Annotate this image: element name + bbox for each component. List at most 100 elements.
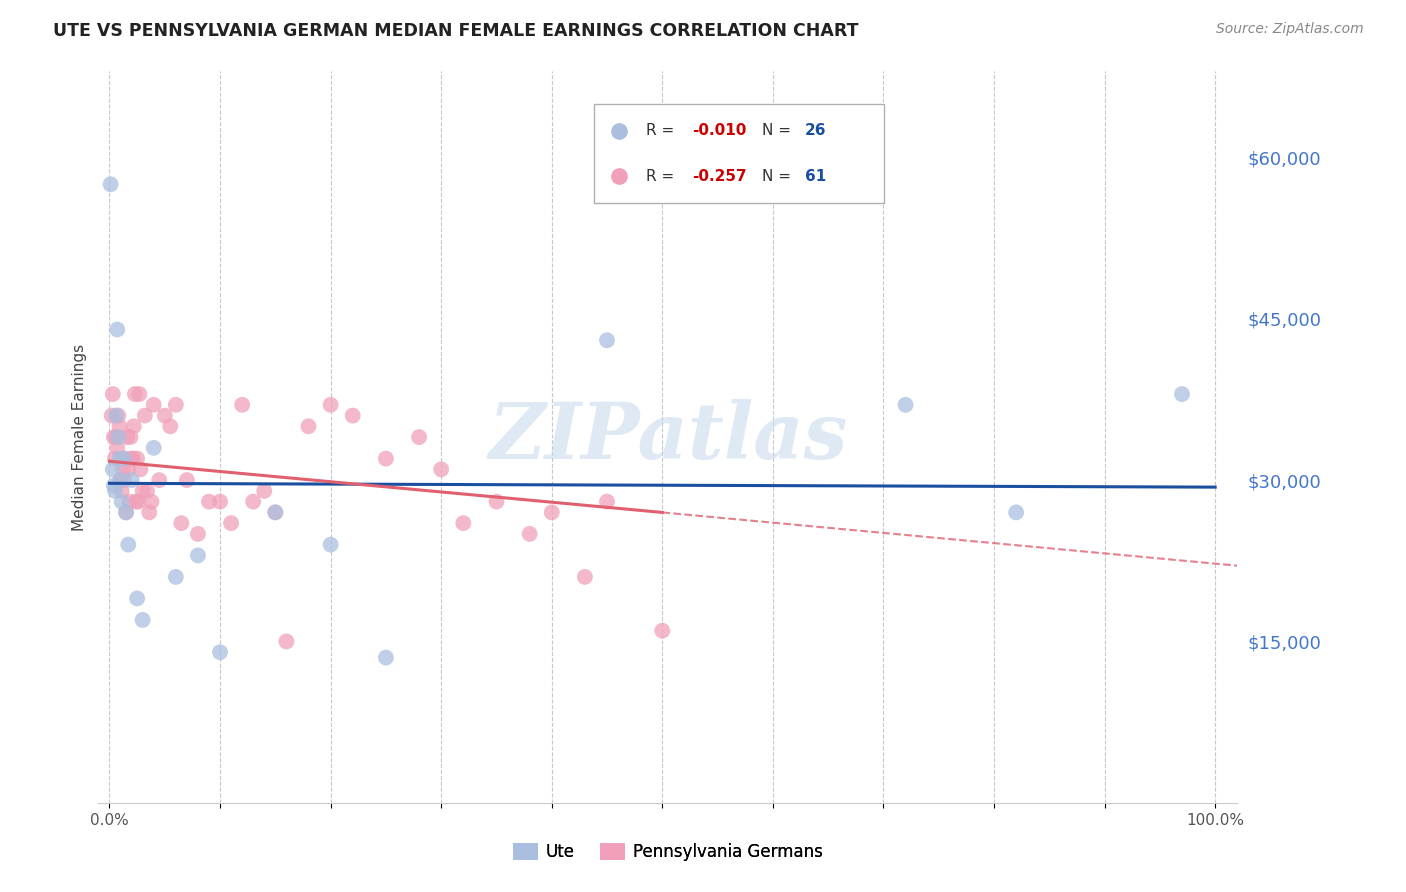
- Point: [105, 409, 128, 423]
- Point: [111, 483, 134, 498]
- Point: [176, 473, 198, 487]
- Point: [430, 462, 453, 476]
- Point: [127, 451, 149, 466]
- Point: [101, 462, 124, 476]
- Point: [142, 441, 165, 455]
- Text: R =: R =: [647, 123, 679, 138]
- Point: [103, 430, 125, 444]
- Point: [127, 591, 149, 606]
- Point: [485, 494, 508, 508]
- Text: N =: N =: [762, 123, 796, 138]
- Point: [153, 409, 176, 423]
- Point: [107, 409, 129, 423]
- Point: [101, 387, 124, 401]
- Point: [105, 430, 128, 444]
- Point: [138, 505, 160, 519]
- Point: [374, 451, 396, 466]
- Text: R =: R =: [647, 169, 679, 184]
- Point: [219, 516, 242, 530]
- Point: [131, 613, 153, 627]
- Point: [253, 483, 276, 498]
- Text: 26: 26: [804, 123, 825, 138]
- Text: -0.010: -0.010: [692, 123, 747, 138]
- Point: [115, 505, 138, 519]
- Point: [148, 473, 170, 487]
- Point: [1005, 505, 1028, 519]
- Text: ZIPatlas: ZIPatlas: [488, 399, 848, 475]
- Point: [110, 473, 132, 487]
- Point: [519, 527, 541, 541]
- Point: [264, 505, 287, 519]
- Point: [276, 634, 298, 648]
- Point: [100, 178, 122, 192]
- Text: Source: ZipAtlas.com: Source: ZipAtlas.com: [1216, 22, 1364, 37]
- Point: [110, 473, 132, 487]
- Point: [115, 505, 138, 519]
- Point: [115, 430, 138, 444]
- Point: [142, 398, 165, 412]
- Point: [128, 387, 150, 401]
- Point: [242, 494, 264, 508]
- Point: [100, 409, 122, 423]
- Point: [129, 462, 152, 476]
- Text: UTE VS PENNSYLVANIA GERMAN MEDIAN FEMALE EARNINGS CORRELATION CHART: UTE VS PENNSYLVANIA GERMAN MEDIAN FEMALE…: [53, 22, 859, 40]
- Point: [453, 516, 475, 530]
- Point: [264, 505, 287, 519]
- Text: 61: 61: [804, 169, 825, 184]
- Point: [121, 451, 143, 466]
- Point: [374, 650, 396, 665]
- Point: [187, 527, 209, 541]
- Point: [111, 462, 134, 476]
- Point: [596, 494, 619, 508]
- Point: [105, 441, 128, 455]
- Point: [121, 451, 143, 466]
- Point: [107, 430, 129, 444]
- Point: [231, 398, 253, 412]
- Point: [117, 538, 139, 552]
- Point: [125, 494, 148, 508]
- Point: [112, 451, 135, 466]
- Point: [165, 570, 187, 584]
- Point: [117, 462, 139, 476]
- Point: [105, 322, 128, 336]
- Bar: [593, 104, 884, 203]
- Point: [1171, 387, 1194, 401]
- Point: [131, 483, 153, 498]
- Point: [118, 494, 141, 508]
- Point: [122, 419, 145, 434]
- Point: [342, 409, 364, 423]
- Point: [112, 473, 135, 487]
- Y-axis label: Median Female Earnings: Median Female Earnings: [72, 343, 87, 531]
- Point: [540, 505, 562, 519]
- Point: [108, 419, 131, 434]
- Point: [574, 570, 596, 584]
- Point: [209, 494, 232, 508]
- Point: [120, 430, 142, 444]
- Point: [127, 494, 149, 508]
- Point: [104, 451, 127, 466]
- Text: N =: N =: [762, 169, 796, 184]
- Point: [111, 494, 134, 508]
- Point: [297, 419, 319, 434]
- Point: [198, 494, 221, 508]
- Point: [187, 549, 209, 563]
- Point: [108, 451, 131, 466]
- Point: [121, 473, 143, 487]
- Point: [165, 398, 187, 412]
- Point: [141, 494, 163, 508]
- Point: [408, 430, 430, 444]
- Point: [651, 624, 673, 638]
- Point: [114, 451, 136, 466]
- Text: -0.257: -0.257: [692, 169, 747, 184]
- Point: [103, 478, 125, 492]
- Point: [319, 398, 342, 412]
- Point: [209, 645, 232, 659]
- Point: [894, 398, 917, 412]
- Point: [124, 387, 146, 401]
- Point: [170, 516, 193, 530]
- Point: [159, 419, 181, 434]
- Point: [104, 483, 127, 498]
- Point: [319, 538, 342, 552]
- Point: [134, 409, 156, 423]
- Point: [596, 333, 619, 347]
